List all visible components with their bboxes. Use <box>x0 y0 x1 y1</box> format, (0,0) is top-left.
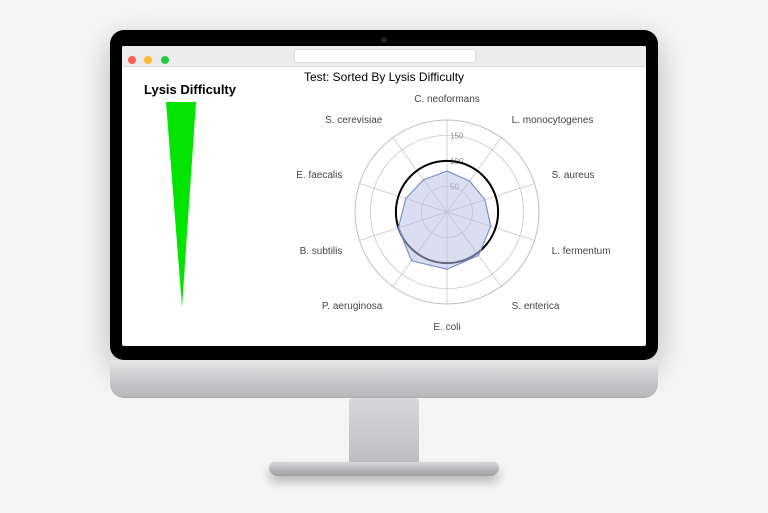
maximize-icon[interactable] <box>161 56 169 64</box>
svg-text:E. coli: E. coli <box>433 322 460 333</box>
monitor-stand-foot <box>269 462 499 476</box>
svg-text:P. aeruginosa: P. aeruginosa <box>322 301 383 312</box>
screen: Test: Sorted By Lysis Difficulty Lysis D… <box>122 46 646 346</box>
svg-text:C. neoformans: C. neoformans <box>414 94 480 105</box>
imac-frame: Test: Sorted By Lysis Difficulty Lysis D… <box>110 30 658 410</box>
svg-text:S. enterica: S. enterica <box>512 301 560 312</box>
close-icon[interactable] <box>128 56 136 64</box>
svg-text:L. monocytogenes: L. monocytogenes <box>512 115 594 126</box>
page-content: Test: Sorted By Lysis Difficulty Lysis D… <box>122 66 646 346</box>
svg-text:S. cerevisiae: S. cerevisiae <box>325 115 383 126</box>
radar-chart: C. neoformans L. monocytogenes S. aureus L.… <box>277 78 617 346</box>
svg-text:S. aureus: S. aureus <box>552 170 595 181</box>
svg-text:150: 150 <box>450 131 464 140</box>
browser-chrome <box>122 46 646 67</box>
monitor-bezel: Test: Sorted By Lysis Difficulty Lysis D… <box>110 30 658 360</box>
svg-text:E. faecalis: E. faecalis <box>296 170 342 181</box>
monitor-chin <box>110 360 658 398</box>
monitor-stand-neck <box>349 398 419 468</box>
svg-text:L. fermentum: L. fermentum <box>552 246 611 257</box>
stage: Test: Sorted By Lysis Difficulty Lysis D… <box>0 0 768 513</box>
camera-icon <box>381 37 387 43</box>
legend-title: Lysis Difficulty <box>144 82 236 97</box>
svg-text:B. subtilis: B. subtilis <box>300 246 343 257</box>
address-bar[interactable] <box>294 49 476 63</box>
minimize-icon[interactable] <box>144 56 152 64</box>
difficulty-wedge-icon <box>166 102 206 312</box>
